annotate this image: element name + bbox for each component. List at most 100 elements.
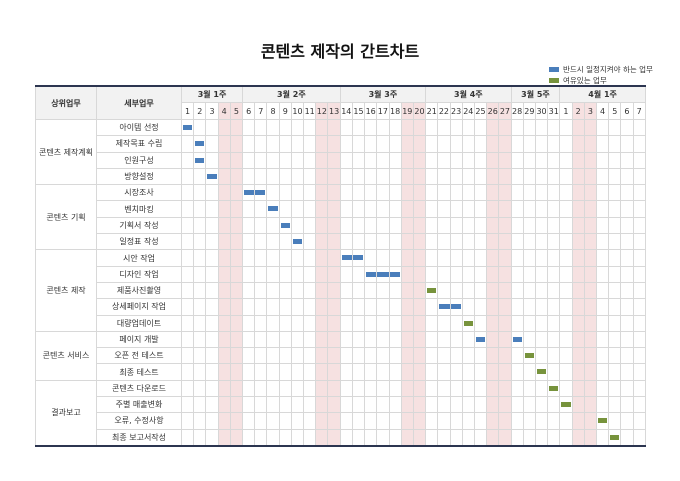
day-cell xyxy=(180,347,195,365)
day-cell xyxy=(461,363,475,381)
day-cell xyxy=(266,200,280,218)
day-cell xyxy=(437,412,451,430)
day-cell xyxy=(510,233,524,251)
day-cell xyxy=(339,265,353,283)
day-cell xyxy=(351,298,366,316)
day-cell xyxy=(412,363,427,381)
day-cell xyxy=(425,233,439,251)
day-cell xyxy=(620,118,634,137)
day-cell xyxy=(339,347,353,365)
day-cell xyxy=(339,379,353,398)
day-cell xyxy=(364,135,378,153)
task-bar-flexible xyxy=(561,402,571,408)
day-cell xyxy=(278,330,292,349)
day-cell xyxy=(315,265,329,283)
day-cell xyxy=(339,363,353,381)
day-cell xyxy=(608,200,622,218)
day-cell xyxy=(620,363,634,381)
task-row: 오픈 전 테스트 xyxy=(36,347,646,365)
day-cell xyxy=(486,396,500,414)
day-header: 13 xyxy=(327,102,341,120)
day-cell xyxy=(632,428,646,447)
day-cell xyxy=(583,347,597,365)
day-cell xyxy=(486,216,500,235)
group-label: 콘텐츠 제작계획 xyxy=(35,118,97,186)
day-cell xyxy=(290,428,305,447)
day-cell xyxy=(571,412,585,430)
day-cell xyxy=(364,363,378,381)
day-cell xyxy=(571,347,585,365)
day-cell xyxy=(620,314,634,332)
day-cell xyxy=(351,396,366,414)
day-header: 6 xyxy=(242,102,256,120)
day-cell xyxy=(376,347,390,365)
task-row: 콘텐츠 서비스 페이지 개발 xyxy=(35,330,646,381)
day-cell xyxy=(266,428,280,447)
day-cell xyxy=(290,249,305,267)
day-header: 25 xyxy=(473,102,488,120)
day-cell xyxy=(266,118,280,137)
day-cell xyxy=(425,184,439,202)
task-row: 상세페이지 작업 xyxy=(36,298,646,316)
day-cell xyxy=(498,428,512,447)
day-cell xyxy=(327,233,341,251)
day-cell xyxy=(229,396,244,414)
day-cell xyxy=(559,314,573,332)
day-cell xyxy=(180,249,195,267)
day-cell xyxy=(547,298,561,316)
day-cell xyxy=(510,151,524,169)
day-cell xyxy=(473,412,488,430)
day-cell xyxy=(327,200,341,218)
day-cell xyxy=(583,363,597,381)
day-cell xyxy=(290,151,305,169)
day-cell xyxy=(376,200,390,218)
day-cell xyxy=(180,396,195,414)
day-cell xyxy=(473,281,488,300)
day-cell xyxy=(217,330,231,349)
day-cell xyxy=(376,379,390,398)
day-cell xyxy=(412,118,427,137)
day-cell xyxy=(449,135,463,153)
day-cell xyxy=(278,151,292,169)
day-cell xyxy=(327,363,341,381)
day-cell xyxy=(364,347,378,365)
day-cell xyxy=(473,216,488,235)
day-cell xyxy=(193,249,207,267)
task-label: 주별 매출변화 xyxy=(96,396,182,414)
day-cell xyxy=(315,330,329,349)
day-cell xyxy=(278,379,292,398)
day-cell xyxy=(425,412,439,430)
day-header: 23 xyxy=(449,102,463,120)
day-header: 26 xyxy=(486,102,500,120)
day-cell xyxy=(522,151,536,169)
day-cell xyxy=(180,167,195,186)
day-cell xyxy=(498,151,512,169)
day-cell xyxy=(193,314,207,332)
day-header: 11 xyxy=(303,102,317,120)
day-cell xyxy=(473,428,488,447)
day-cell xyxy=(327,216,341,235)
day-cell xyxy=(498,379,512,398)
day-cell xyxy=(290,330,305,349)
task-bar-flexible xyxy=(427,287,437,293)
day-cell xyxy=(486,233,500,251)
day-cell xyxy=(376,330,390,349)
day-cell xyxy=(559,233,573,251)
day-cell xyxy=(327,167,341,186)
day-cell xyxy=(388,167,402,186)
day-cell xyxy=(229,167,244,186)
day-cell xyxy=(266,184,280,202)
day-cell xyxy=(449,265,463,283)
day-cell xyxy=(193,281,207,300)
day-cell xyxy=(559,379,573,398)
day-cell xyxy=(351,233,366,251)
day-cell xyxy=(620,281,634,300)
day-cell xyxy=(217,118,231,137)
group-label: 콘텐츠 기획 xyxy=(35,184,97,251)
day-cell xyxy=(510,249,524,267)
task-bar-required xyxy=(268,206,278,212)
day-cell xyxy=(547,184,561,202)
day-cell xyxy=(303,233,317,251)
day-cell xyxy=(229,347,244,365)
day-cell xyxy=(254,135,268,153)
